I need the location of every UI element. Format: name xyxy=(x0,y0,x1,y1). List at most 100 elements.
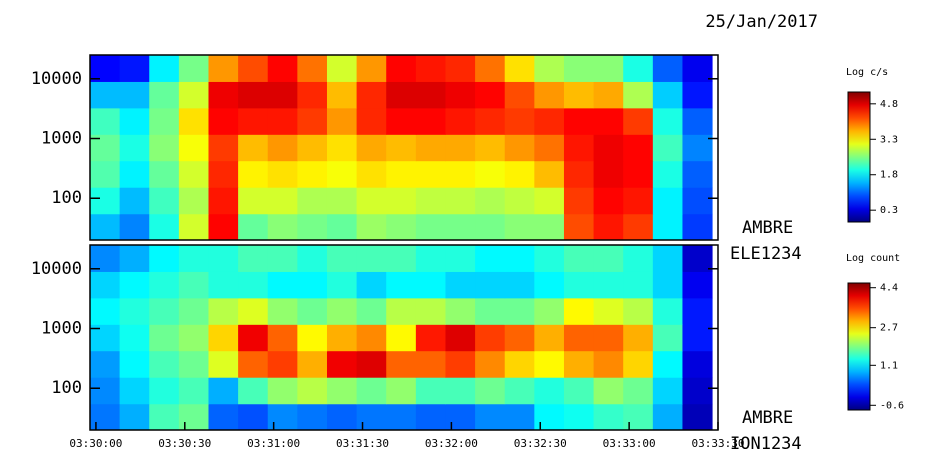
heatmap-cell xyxy=(652,403,683,431)
x-tick-label: 03:33:00 xyxy=(603,437,656,450)
heatmap-cell xyxy=(682,403,713,431)
heatmap-cell xyxy=(445,187,476,215)
heatmap-cell xyxy=(326,271,358,299)
x-tick-label: 03:30:30 xyxy=(158,437,211,450)
heatmap-cell xyxy=(415,245,446,272)
heatmap-cell xyxy=(119,297,150,325)
heatmap-cell xyxy=(297,350,328,378)
heatmap-cell xyxy=(563,377,595,405)
plot-frame xyxy=(89,54,719,241)
heatmap-cell xyxy=(652,107,683,135)
heatmap-cell xyxy=(119,107,150,135)
heatmap-cell xyxy=(178,134,209,162)
heatmap-cell xyxy=(119,245,150,272)
heatmap-cell xyxy=(623,297,654,325)
heatmap-cell xyxy=(326,55,358,82)
heatmap-cell xyxy=(119,134,150,162)
heatmap-cell xyxy=(593,377,624,405)
heatmap-cell xyxy=(119,350,150,378)
heatmap-cell xyxy=(267,81,298,109)
heatmap-cell xyxy=(504,297,535,325)
heatmap-cell xyxy=(178,55,209,82)
heatmap-cell xyxy=(297,403,328,431)
heatmap-cell xyxy=(326,403,358,431)
heatmap-cell xyxy=(445,324,476,352)
heatmap-cell xyxy=(267,187,298,215)
heatmap-cell xyxy=(475,245,506,272)
heatmap-cell xyxy=(90,55,121,82)
heatmap-cell xyxy=(445,107,476,135)
heatmap-cell xyxy=(208,213,239,241)
y-tick-label: 10000 xyxy=(31,69,82,89)
heatmap-cell xyxy=(356,134,387,162)
heatmap-cell xyxy=(386,134,417,162)
heatmap-cell xyxy=(445,134,476,162)
heatmap-cell xyxy=(593,245,624,272)
heatmap-cell xyxy=(563,187,595,215)
heatmap-cell xyxy=(119,187,150,215)
heatmap-cell xyxy=(208,160,239,188)
x-tick-label: 03:32:30 xyxy=(514,437,567,450)
heatmap-cell xyxy=(623,81,654,109)
heatmap-cell xyxy=(415,213,446,241)
heatmap-cell xyxy=(297,160,328,188)
heatmap-cell xyxy=(504,187,535,215)
heatmap-cell xyxy=(445,403,476,431)
heatmap-cell xyxy=(652,350,683,378)
heatmap-cell xyxy=(415,297,446,325)
heatmap-cell xyxy=(178,81,209,109)
heatmap-cell xyxy=(119,55,150,82)
heatmap-cell xyxy=(475,107,506,135)
heatmap-cell xyxy=(149,187,180,215)
heatmap-cell xyxy=(652,324,683,352)
heatmap-cell xyxy=(208,134,239,162)
heatmap-cell xyxy=(356,297,387,325)
heatmap-cell xyxy=(326,81,358,109)
heatmap-cell xyxy=(267,160,298,188)
heatmap-cell xyxy=(238,271,269,299)
heatmap-cell xyxy=(238,134,269,162)
heatmap-cell xyxy=(208,107,239,135)
heatmap-cell xyxy=(208,377,239,405)
heatmap-cell xyxy=(119,377,150,405)
heatmap-cell xyxy=(208,350,239,378)
heatmap-cell xyxy=(475,403,506,431)
heatmap-cell xyxy=(90,81,121,109)
heatmap-cell xyxy=(534,187,565,215)
heatmap-cell xyxy=(563,213,595,241)
heatmap-cell xyxy=(504,107,535,135)
heatmap-cell xyxy=(326,160,358,188)
x-tick-label: 03:30:00 xyxy=(69,437,122,450)
heatmap-cell xyxy=(90,350,121,378)
heatmap-cell xyxy=(149,377,180,405)
colorbar-tick-label: 2.7 xyxy=(880,323,898,334)
heatmap-cell xyxy=(593,213,624,241)
heatmap-cell xyxy=(415,271,446,299)
heatmap-cell xyxy=(386,160,417,188)
heatmap-cell xyxy=(208,297,239,325)
heatmap-cell xyxy=(682,350,713,378)
heatmap-cell xyxy=(178,377,209,405)
heatmap-cell xyxy=(504,160,535,188)
heatmap-cell xyxy=(415,187,446,215)
heatmap-cell xyxy=(445,377,476,405)
colorbar-label: Log c/s xyxy=(846,67,888,78)
heatmap-cell xyxy=(386,324,417,352)
heatmap-cell xyxy=(623,245,654,272)
heatmap-cell xyxy=(208,187,239,215)
heatmap-cell xyxy=(682,134,713,162)
heatmap-cell xyxy=(415,160,446,188)
colorbar-tick-label: 4.8 xyxy=(880,99,898,110)
heatmap-cell xyxy=(563,81,595,109)
date-label: 25/Jan/2017 xyxy=(705,12,818,32)
heatmap-cell xyxy=(682,245,713,272)
heatmap-cell xyxy=(682,160,713,188)
heatmap-cell xyxy=(534,55,565,82)
heatmap-cell xyxy=(356,324,387,352)
heatmap-cell xyxy=(238,245,269,272)
heatmap-cell xyxy=(386,377,417,405)
heatmap-cell xyxy=(563,271,595,299)
heatmap-cell xyxy=(563,350,595,378)
heatmap-cell xyxy=(623,350,654,378)
